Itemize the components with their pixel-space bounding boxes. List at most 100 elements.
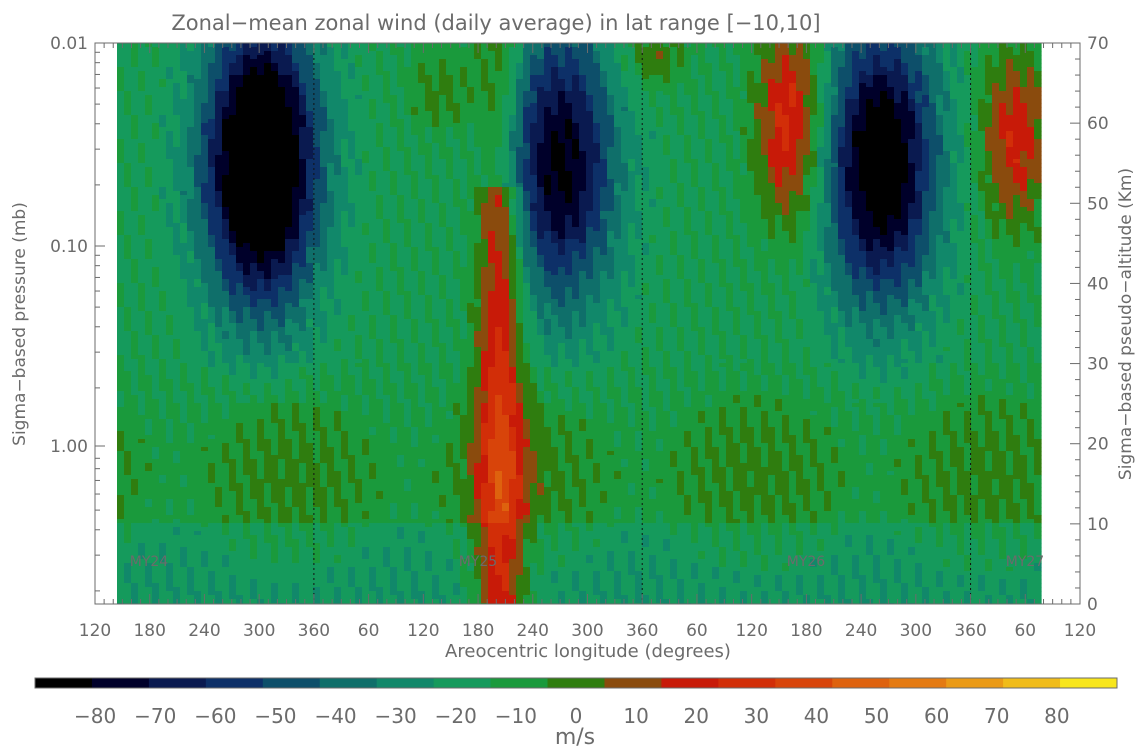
heatmap-cell xyxy=(180,239,188,244)
heatmap-cell xyxy=(201,155,209,160)
heatmap-cell xyxy=(173,443,181,448)
heatmap-cell xyxy=(194,327,202,332)
heatmap-cell xyxy=(159,327,167,332)
heatmap-cell xyxy=(131,215,139,220)
heatmap-cell xyxy=(187,591,195,596)
heatmap-cell xyxy=(173,219,181,224)
heatmap-cell xyxy=(194,591,202,596)
heatmap-cell xyxy=(138,539,146,544)
heatmap-cell xyxy=(173,183,181,188)
heatmap-cell xyxy=(159,311,167,316)
heatmap-cell xyxy=(124,351,132,356)
heatmap-cell xyxy=(117,239,125,244)
heatmap-cell xyxy=(138,227,146,232)
heatmap-cell xyxy=(201,315,209,320)
heatmap-cell xyxy=(166,203,174,208)
heatmap-cell xyxy=(159,55,167,60)
heatmap-cell xyxy=(152,347,160,352)
heatmap-cell xyxy=(138,255,146,260)
heatmap-cell xyxy=(187,79,195,84)
heatmap-cell xyxy=(131,255,139,260)
heatmap-cell xyxy=(124,575,132,580)
heatmap-cell xyxy=(131,171,139,176)
heatmap-cell xyxy=(138,135,146,140)
heatmap-cell xyxy=(124,127,132,132)
heatmap-cell xyxy=(180,591,188,596)
heatmap-cell xyxy=(166,439,174,444)
heatmap-cell xyxy=(180,83,188,88)
heatmap-cell xyxy=(194,455,202,460)
heatmap-cell xyxy=(159,319,167,324)
heatmap-cell xyxy=(173,571,181,576)
heatmap-cell xyxy=(131,451,139,456)
heatmap-cell xyxy=(152,275,160,280)
heatmap-cell xyxy=(173,455,181,460)
heatmap-cell xyxy=(194,331,202,336)
heatmap-cell xyxy=(131,595,139,600)
heatmap-cell xyxy=(187,575,195,580)
heatmap-cell xyxy=(173,535,181,540)
heatmap-cell xyxy=(117,403,125,408)
heatmap-cell xyxy=(208,75,216,80)
heatmap-cell xyxy=(208,275,216,280)
heatmap-cell xyxy=(117,167,125,172)
heatmap-cell xyxy=(180,135,188,140)
heatmap-cell xyxy=(180,227,188,232)
heatmap-cell xyxy=(159,431,167,436)
heatmap-cell xyxy=(194,139,202,144)
heatmap-cell xyxy=(152,247,160,252)
heatmap-cell xyxy=(117,471,125,476)
heatmap-cell xyxy=(131,471,139,476)
heatmap-cell xyxy=(159,243,167,248)
heatmap-cell xyxy=(152,471,160,476)
heatmap-cell xyxy=(117,67,125,72)
heatmap-cell xyxy=(124,407,132,412)
heatmap-cell xyxy=(152,375,160,380)
heatmap-cell xyxy=(194,111,202,116)
heatmap-cell xyxy=(180,387,188,392)
heatmap-cell xyxy=(117,259,125,264)
heatmap-cell xyxy=(166,171,174,176)
heatmap-cell xyxy=(187,355,195,360)
heatmap-cell xyxy=(145,383,153,388)
heatmap-cell xyxy=(131,407,139,412)
heatmap-cell xyxy=(166,71,174,76)
heatmap-cell xyxy=(152,575,160,580)
heatmap-cell xyxy=(208,59,216,64)
heatmap-cell xyxy=(180,187,188,192)
heatmap-cell xyxy=(187,183,195,188)
heatmap-cell xyxy=(117,335,125,340)
heatmap-cell xyxy=(145,379,153,384)
heatmap-cell xyxy=(166,311,174,316)
heatmap-cell xyxy=(187,499,195,504)
heatmap-cell xyxy=(180,547,188,552)
heatmap-cell xyxy=(152,71,160,76)
heatmap-cell xyxy=(208,347,216,352)
heatmap-cell xyxy=(201,295,209,300)
heatmap-cell xyxy=(159,279,167,284)
heatmap-cell xyxy=(208,127,216,132)
heatmap-cell xyxy=(124,111,132,116)
heatmap-cell xyxy=(131,71,139,76)
heatmap-cell xyxy=(138,363,146,368)
heatmap-cell xyxy=(138,435,146,440)
heatmap-cell xyxy=(208,251,216,256)
heatmap-cell xyxy=(152,167,160,172)
heatmap-cell xyxy=(187,339,195,344)
heatmap-cell xyxy=(208,379,216,384)
heatmap-cell xyxy=(194,435,202,440)
heatmap-cell xyxy=(131,227,139,232)
heatmap-cell xyxy=(145,503,153,508)
heatmap-cell xyxy=(166,291,174,296)
heatmap-cell xyxy=(187,215,195,220)
heatmap-cell xyxy=(187,279,195,284)
heatmap-cell xyxy=(138,175,146,180)
heatmap-cell xyxy=(138,327,146,332)
heatmap-cell xyxy=(173,511,181,516)
heatmap-cell xyxy=(166,51,174,56)
heatmap-cell xyxy=(201,467,209,472)
heatmap-cell xyxy=(173,471,181,476)
heatmap-cell xyxy=(187,315,195,320)
heatmap-cell xyxy=(201,335,209,340)
heatmap-cell xyxy=(124,243,132,248)
